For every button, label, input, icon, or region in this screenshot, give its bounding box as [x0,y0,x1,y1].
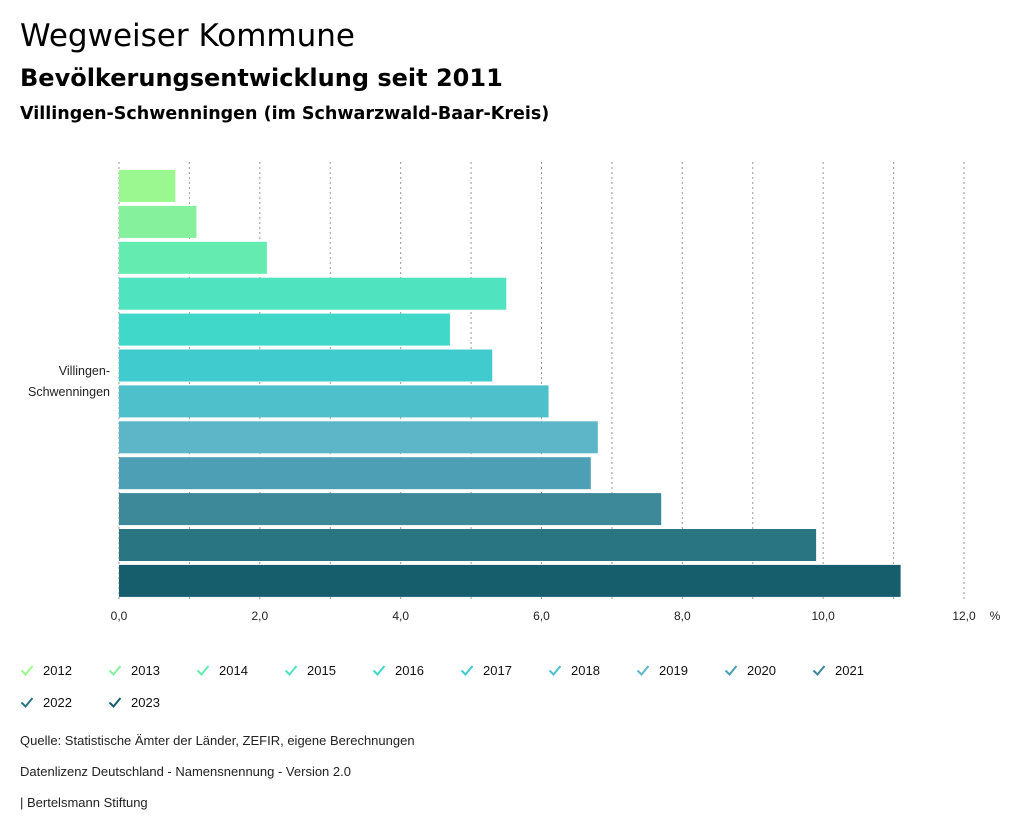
legend-label: 2022 [43,694,72,710]
legend-item-2016[interactable]: 2016 [372,660,424,680]
legend-label: 2014 [219,662,248,678]
brand-note: | Bertelsmann Stiftung [20,795,148,810]
legend-label: 2015 [307,662,336,678]
legend-label: 2020 [747,662,776,678]
bar-2020 [119,457,591,490]
check-icon [20,697,34,708]
bar-2015 [119,277,507,310]
page-title: Wegweiser Kommune [20,18,355,54]
bar-2016 [119,313,450,346]
x-tick-label: 8,0 [674,609,691,623]
legend-item-2017[interactable]: 2017 [460,660,512,680]
legend-item-2021[interactable]: 2021 [812,660,864,680]
legend-label: 2023 [131,694,160,710]
check-icon [108,697,122,708]
chart-subtitle: Bevölkerungsentwicklung seit 2011 [20,64,503,92]
legend-label: 2013 [131,662,160,678]
check-icon [196,665,210,676]
legend-label: 2018 [571,662,600,678]
bar-2017 [119,349,493,382]
legend-item-2019[interactable]: 2019 [636,660,688,680]
legend-item-2018[interactable]: 2018 [548,660,600,680]
legend-label: 2017 [483,662,512,678]
legend-label: 2016 [395,662,424,678]
bar-2023 [119,564,901,597]
bar-2013 [119,205,197,238]
x-tick-label: 10,0 [811,609,835,623]
check-icon [724,665,738,676]
legend-item-2015[interactable]: 2015 [284,660,336,680]
legend-label: 2019 [659,662,688,678]
category-label: Schwenningen [28,385,110,399]
bar-2022 [119,529,817,561]
bar-chart: 0,0 2,0 4,0 6,0 8,0 10,0 12,0 % Villingen- Schwen… [28,162,1001,623]
bar-2021 [119,493,662,526]
check-icon [636,665,650,676]
source-note: Quelle: Statistische Ämter der Länder, Z… [20,733,415,748]
legend-item-2012[interactable]: 2012 [20,660,72,680]
legend-item-2014[interactable]: 2014 [196,660,248,680]
license-note: Datenlizenz Deutschland - Namensnennung … [20,764,351,779]
check-icon [372,665,386,676]
x-tick-label: 6,0 [533,609,550,623]
bar-2014 [119,241,267,274]
x-tick-label: 2,0 [251,609,268,623]
x-tick-label: 0,0 [111,609,128,623]
legend-item-2023[interactable]: 2023 [108,692,160,712]
category-label: Villingen- [59,364,110,378]
legend-item-2013[interactable]: 2013 [108,660,160,680]
bar-2019 [119,421,598,454]
x-unit-label: % [990,609,1001,623]
check-icon [108,665,122,676]
bar-2012 [119,170,176,202]
x-tick-label: 4,0 [392,609,409,623]
check-icon [548,665,562,676]
legend-item-2020[interactable]: 2020 [724,660,776,680]
check-icon [460,665,474,676]
legend-item-2022[interactable]: 2022 [20,692,72,712]
region-label: Villingen-Schwenningen (im Schwarzwald-B… [20,104,550,124]
check-icon [284,665,298,676]
check-icon [812,665,826,676]
bar-2018 [119,385,549,418]
legend-label: 2012 [43,662,72,678]
x-tick-label: 12,0 [952,609,976,623]
legend-label: 2021 [835,662,864,678]
check-icon [20,665,34,676]
